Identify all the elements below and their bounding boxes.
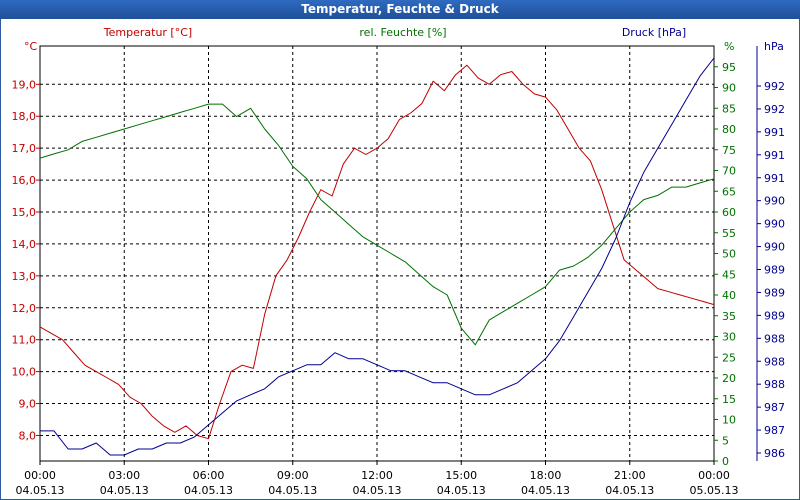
x-tick-time: 21:00 bbox=[614, 469, 646, 482]
x-tick-time: 00:00 bbox=[24, 469, 56, 482]
x-tick-date: 05.05.13 bbox=[690, 484, 739, 497]
temp-unit-label: °C bbox=[24, 40, 38, 53]
humidity-tick-label: 5 bbox=[722, 434, 729, 447]
pressure-tick-label: 988 bbox=[764, 378, 785, 391]
x-tick-time: 03:00 bbox=[108, 469, 140, 482]
temp-tick-label: 11,0 bbox=[12, 334, 37, 347]
humidity-tick-label: 80 bbox=[722, 123, 736, 136]
x-tick-time: 15:00 bbox=[445, 469, 477, 482]
temp-tick-label: 17,0 bbox=[12, 142, 37, 155]
x-tick-date: 04.05.13 bbox=[268, 484, 317, 497]
humidity-tick-label: 60 bbox=[722, 206, 736, 219]
pressure-tick-label: 989 bbox=[764, 309, 785, 322]
humidity-tick-label: 70 bbox=[722, 165, 736, 178]
pressure-tick-label: 992 bbox=[764, 103, 785, 116]
humidity-tick-label: 75 bbox=[722, 144, 736, 157]
humidity-tick-label: 55 bbox=[722, 227, 736, 240]
pressure-tick-label: 990 bbox=[764, 195, 785, 208]
x-tick-date: 04.05.13 bbox=[100, 484, 149, 497]
temp-tick-label: 10,0 bbox=[12, 366, 37, 379]
humidity-tick-label: 30 bbox=[722, 331, 736, 344]
x-tick-date: 04.05.13 bbox=[521, 484, 570, 497]
temp-tick-label: 14,0 bbox=[12, 238, 37, 251]
pressure-tick-label: 991 bbox=[764, 172, 785, 185]
chart-title: Temperatur, Feuchte & Druck bbox=[0, 0, 800, 19]
gridlines bbox=[40, 46, 714, 461]
humidity-tick-label: 10 bbox=[722, 414, 736, 427]
pressure-tick-label: 990 bbox=[764, 218, 785, 231]
humidity-tick-label: 15 bbox=[722, 393, 736, 406]
x-tick-time: 12:00 bbox=[361, 469, 393, 482]
humidity-axis-ticks: 0 5 10 15 20 25 30 35 40 45 50 55 60 65 70 75 80 85 90 95% bbox=[714, 40, 736, 468]
x-tick-date: 04.05.13 bbox=[437, 484, 486, 497]
temp-tick-label: 16,0 bbox=[12, 174, 37, 187]
series-lines bbox=[39, 57, 715, 456]
series-line-press bbox=[40, 57, 715, 456]
temp-tick-label: 15,0 bbox=[12, 206, 37, 219]
humidity-tick-label: 20 bbox=[722, 372, 736, 385]
pressure-tick-label: 987 bbox=[764, 401, 785, 414]
humidity-tick-label: 40 bbox=[722, 289, 736, 302]
humidity-tick-label: 50 bbox=[722, 248, 736, 261]
temp-tick-label: 13,0 bbox=[12, 270, 37, 283]
x-tick-time: 00:00 bbox=[698, 469, 730, 482]
x-tick-date: 04.05.13 bbox=[605, 484, 654, 497]
humidity-tick-label: 25 bbox=[722, 351, 736, 364]
temp-tick-label: 9,0 bbox=[19, 398, 37, 411]
pressure-tick-label: 989 bbox=[764, 264, 785, 277]
humidity-tick-label: 90 bbox=[722, 82, 736, 95]
humidity-tick-label: 45 bbox=[722, 268, 736, 281]
series-line-temp bbox=[39, 64, 715, 440]
pressure-tick-label: 991 bbox=[764, 126, 785, 139]
pressure-unit-label: hPa bbox=[764, 40, 784, 53]
pressure-tick-label: 991 bbox=[764, 149, 785, 162]
pressure-tick-label: 992 bbox=[764, 80, 785, 93]
pressure-tick-label: 988 bbox=[764, 355, 785, 368]
pressure-axis-label: Druck [hPa] bbox=[622, 26, 686, 39]
x-axis-ticks: 00:00 04.05.13 03:00 04.05.13 06:00 04.05.13 0… bbox=[16, 461, 739, 497]
temp-tick-label: 19,0 bbox=[12, 78, 37, 91]
temp-axis-label: Temperatur [°C] bbox=[103, 26, 192, 39]
humidity-tick-label: 35 bbox=[722, 310, 736, 323]
humidity-tick-label: 65 bbox=[722, 185, 736, 198]
temp-tick-label: 8,0 bbox=[19, 429, 37, 442]
x-tick-time: 09:00 bbox=[277, 469, 309, 482]
humidity-tick-label: 95 bbox=[722, 61, 736, 74]
x-tick-date: 04.05.13 bbox=[353, 484, 402, 497]
pressure-tick-label: 988 bbox=[764, 332, 785, 345]
humidity-tick-label: 0 bbox=[722, 455, 729, 468]
pressure-tick-label: 986 bbox=[764, 447, 785, 460]
x-tick-date: 04.05.13 bbox=[16, 484, 65, 497]
x-tick-date: 04.05.13 bbox=[184, 484, 233, 497]
temp-tick-label: 18,0 bbox=[12, 110, 37, 123]
x-tick-time: 06:00 bbox=[193, 469, 225, 482]
humidity-unit-label: % bbox=[724, 40, 734, 53]
x-tick-time: 18:00 bbox=[530, 469, 562, 482]
series-line-hum bbox=[39, 103, 715, 346]
pressure-tick-label: 990 bbox=[764, 241, 785, 254]
pressure-tick-label: 987 bbox=[764, 424, 785, 437]
temp-axis-ticks: 8,0 9,0 10,0 11,0 12,0 13,0 14,0 15,0 16,0 17,0 18… bbox=[12, 40, 40, 442]
axis-labels: Temperatur [°C] rel. Feuchte [%] Druck [hP… bbox=[103, 26, 686, 39]
humidity-axis-label: rel. Feuchte [%] bbox=[359, 26, 446, 39]
pressure-tick-label: 989 bbox=[764, 286, 785, 299]
humidity-tick-label: 85 bbox=[722, 102, 736, 115]
temp-tick-label: 12,0 bbox=[12, 302, 37, 315]
pressure-axis-ticks: 986 987 987 988 988 988 989 989 989 990 990 990 991 9… bbox=[756, 40, 785, 461]
